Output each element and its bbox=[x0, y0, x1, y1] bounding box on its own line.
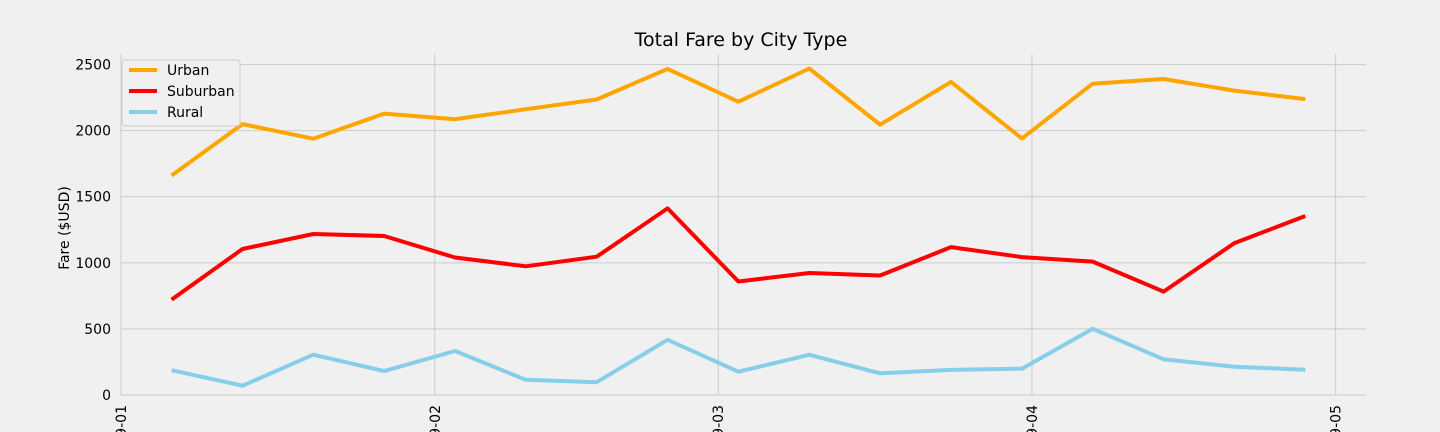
x-tick-label: 9-03 bbox=[711, 405, 727, 432]
chart-title: Total Fare by City Type bbox=[634, 29, 848, 51]
x-tick-label: 9-01 bbox=[114, 405, 130, 432]
y-tick-label: 0 bbox=[102, 388, 111, 404]
legend: Urban Suburban Rural bbox=[121, 59, 241, 127]
x-tick-label: 9-04 bbox=[1025, 405, 1041, 432]
x-axis-ticks: 9-01 9-02 9-03 9-04 9-05 bbox=[114, 405, 1345, 432]
legend-label-rural: Rural bbox=[167, 105, 203, 121]
y-tick-label: 500 bbox=[84, 322, 111, 338]
series-line-suburban bbox=[170, 206, 1307, 302]
series-line-rural bbox=[171, 326, 1306, 388]
y-tick-label: 2500 bbox=[75, 58, 111, 74]
legend-label-suburban: Suburban bbox=[167, 84, 235, 100]
y-tick-label: 2000 bbox=[75, 124, 111, 140]
legend-box bbox=[121, 59, 241, 127]
grid-lines bbox=[120, 54, 1366, 396]
y-tick-label: 1000 bbox=[75, 256, 111, 272]
y-axis-ticks: 0 500 1000 1500 2000 2500 bbox=[75, 58, 111, 404]
series-line-urban bbox=[170, 66, 1306, 178]
y-tick-label: 1500 bbox=[75, 190, 111, 206]
series-layer bbox=[170, 66, 1307, 388]
legend-label-urban: Urban bbox=[167, 63, 209, 79]
x-tick-label: 9-02 bbox=[428, 405, 444, 432]
y-axis-label: Fare ($USD) bbox=[57, 186, 73, 270]
x-tick-label: 9-05 bbox=[1329, 405, 1345, 432]
